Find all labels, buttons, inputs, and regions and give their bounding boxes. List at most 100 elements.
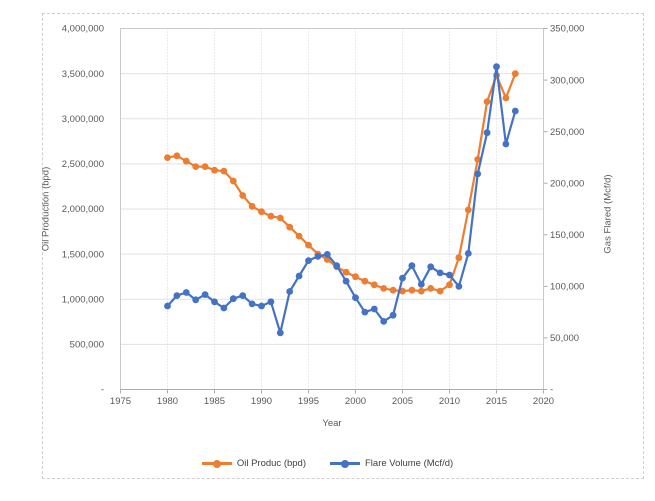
flare-volume-series [164,63,519,337]
data-point-marker [305,241,312,249]
data-point-marker [305,257,312,264]
data-point-marker [417,280,425,288]
y-left-tick-label: 3,000,000 [62,114,104,125]
data-point-marker [483,98,491,105]
y-right-tick-label: 50,000 [550,333,579,344]
y-left-tick-label: 2,000,000 [62,204,104,215]
data-point-marker [399,274,406,282]
y-axis-right-title: Gas Flared (Mcf/d) [602,174,614,254]
data-point-marker [389,311,397,319]
data-point-marker [342,277,350,285]
flare-series-marker-icon [341,459,349,468]
data-point-marker [276,329,284,337]
data-point-marker [258,302,265,310]
y-left-tick-label: 1,500,000 [62,249,104,260]
data-point-marker [427,285,435,292]
axes [120,28,548,394]
vertical-gridlines [167,28,497,390]
y-left-tick-label: 2,500,000 [62,159,104,170]
data-point-marker [417,287,425,295]
data-point-marker [173,292,181,299]
data-point-marker [201,163,209,171]
oil-series-marker-icon [212,459,221,468]
flare-series-line-swatch [330,459,360,468]
y-right-tick-label: - [550,385,553,396]
data-point-marker [229,177,237,185]
data-point-marker [464,206,472,214]
data-point-marker [342,268,350,276]
y-left-tick-label: 3,500,000 [62,69,104,80]
x-tick-label: 2005 [392,396,413,407]
x-tick-label: 1985 [204,396,225,407]
data-point-marker [239,292,247,299]
data-point-marker [361,308,369,316]
legend-label: Flare Volume (Mcf/d) [365,458,454,469]
data-point-marker [370,281,378,289]
data-point-marker [248,300,256,308]
y-right-tick-label: 300,000 [550,75,584,86]
legend-label: Oil Produc (bpd) [236,458,306,469]
y-axis-right-tick-labels: - 50,000 100,000 150,000 200,000 250,000 300,0… [550,24,584,396]
data-point-marker [192,163,200,171]
x-tick-label: 2015 [486,396,507,407]
data-point-marker [502,94,510,102]
y-axis-left-tick-labels: - 500,000 1,000,000 1,500,000 2,000,000 2,500… [62,24,104,396]
data-point-marker [446,281,453,289]
data-point-marker [229,295,237,303]
data-point-marker [464,250,472,257]
data-point-marker [483,129,491,137]
x-tick-label: 2020 [533,396,554,407]
data-point-marker [286,223,294,231]
data-point-marker [239,192,247,199]
data-point-marker [474,170,482,178]
y-right-tick-label: 100,000 [550,282,584,293]
data-point-marker [502,140,510,148]
chart-legend: Oil Produc (bpd) Flare Volume (Mcf/d) [0,458,655,469]
data-point-marker [493,63,500,71]
data-point-marker [211,298,218,306]
y-left-tick-label: 1,000,000 [62,294,104,305]
data-point-marker [380,318,388,325]
horizontal-gridlines [120,28,544,345]
data-point-marker [446,271,453,279]
data-point-marker [436,287,444,295]
data-point-marker [258,208,265,216]
data-point-marker [389,286,397,294]
data-point-marker [474,156,482,163]
data-point-marker [267,212,275,220]
legend-item-oil-production: Oil Produc (bpd) [201,458,306,469]
data-point-marker [370,305,378,313]
data-point-marker [267,298,275,306]
data-point-marker [436,269,444,277]
y-right-tick-label: 200,000 [550,178,584,189]
data-point-marker [511,107,519,115]
y-left-tick-label: 500,000 [70,340,104,351]
data-point-marker [408,262,416,270]
data-point-marker [455,254,463,262]
data-point-marker [427,263,435,271]
data-point-marker [295,232,303,240]
legend-item-flare-volume: Flare Volume (Mcf/d) [330,458,453,469]
data-point-marker [408,286,416,294]
data-point-marker [173,152,181,160]
data-point-marker [220,304,228,312]
x-tick-label: 1975 [110,396,131,407]
data-point-marker [295,272,303,280]
data-point-marker [323,251,331,258]
data-point-marker [286,288,294,295]
x-tick-label: 1990 [251,396,272,407]
x-tick-label: 1980 [157,396,178,407]
x-tick-label: 1995 [298,396,319,407]
data-point-marker [361,277,369,285]
data-point-marker [352,273,359,281]
data-point-marker [248,202,256,210]
data-point-marker [399,287,406,295]
y-axis-left-title: Oil Production (bpd) [40,166,52,252]
data-point-marker [201,291,209,298]
y-right-tick-label: 250,000 [550,127,584,138]
data-point-marker [164,302,171,310]
data-point-marker [211,166,218,174]
data-point-marker [511,70,519,77]
